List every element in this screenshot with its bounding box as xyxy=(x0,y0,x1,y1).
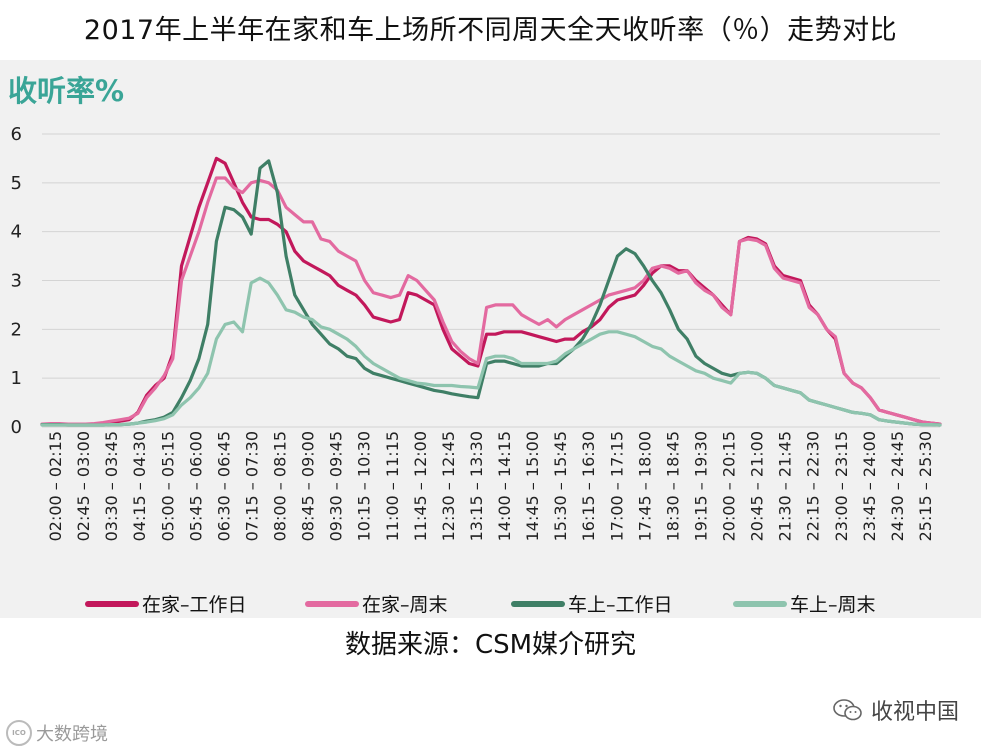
x-tick-label-20: 17:00 – 17:15 xyxy=(607,431,626,541)
x-tick-label-19: 16:15 – 16:30 xyxy=(579,431,598,541)
x-tick-label-23: 19:15 – 19:30 xyxy=(691,431,710,541)
watermark-left-text: 大数跨境 xyxy=(36,724,108,745)
watermark-right-text: 收视中国 xyxy=(870,700,959,725)
watermark-right: 收视中国 xyxy=(833,694,959,726)
series-line-0 xyxy=(40,156,942,427)
x-tick-label-21: 17:45 – 18:00 xyxy=(635,431,654,541)
y-tick-label-0: 0 xyxy=(11,417,22,438)
wechat-icon xyxy=(833,699,862,721)
chart-title: 2017年上半年在家和车上场所不同周天全天收听率（％）走势对比 xyxy=(83,15,898,46)
x-tick-label-6: 06:30 – 06:45 xyxy=(214,431,233,541)
series-line-1 xyxy=(40,176,942,426)
x-tick-label-16: 14:00 – 14:15 xyxy=(495,431,514,541)
y-tick-label-6: 6 xyxy=(11,124,22,145)
x-tick-label-11: 10:15 – 10:30 xyxy=(355,431,374,541)
y-tick-label-1: 1 xyxy=(11,368,22,389)
legend-label-3: 车上–周末 xyxy=(790,594,876,616)
x-tick-label-2: 03:30 – 03:45 xyxy=(102,431,121,541)
x-tick-label-22: 18:30 – 18:45 xyxy=(663,431,682,541)
x-tick-label-9: 08:45 – 09:00 xyxy=(299,431,318,541)
legend-label-0: 在家–工作日 xyxy=(142,594,247,616)
x-tick-label-4: 05:00 – 05:15 xyxy=(158,431,177,541)
series-line-3 xyxy=(40,276,942,427)
x-tick-label-3: 04:15 – 04:30 xyxy=(130,431,149,541)
x-tick-label-18: 15:30 – 15:45 xyxy=(551,431,570,541)
x-tick-label-8: 08:00 – 08:15 xyxy=(271,431,290,541)
x-tick-label-17: 14:45 – 15:00 xyxy=(523,431,542,541)
x-tick-label-1: 02:45 – 03:00 xyxy=(74,431,93,541)
x-tick-label-10: 09:30 – 09:45 xyxy=(327,431,346,541)
x-tick-label-14: 12:30 – 12:45 xyxy=(439,431,458,541)
x-tick-label-7: 07:15 – 07:30 xyxy=(242,431,261,541)
x-tick-label-28: 23:00 – 23:15 xyxy=(832,431,851,541)
y-tick-label-5: 5 xyxy=(11,173,22,194)
data-source: 数据来源：CSM媒介研究 xyxy=(344,630,637,660)
legend-label-2: 车上–工作日 xyxy=(568,594,673,616)
x-tick-label-13: 11:45 – 12:00 xyxy=(411,431,430,541)
x-tick-label-31: 25:15 – 25:30 xyxy=(916,431,935,541)
legend-label-1: 在家–周末 xyxy=(362,594,448,616)
y-axis-label: 收听率% xyxy=(8,74,125,108)
y-tick-label-3: 3 xyxy=(11,271,22,292)
chart-panel xyxy=(0,60,981,618)
x-tick-label-15: 13:15 – 13:30 xyxy=(467,431,486,541)
x-tick-label-30: 24:30 – 24:45 xyxy=(888,431,907,541)
x-tick-label-27: 22:15 – 22:30 xyxy=(804,431,823,541)
x-tick-label-0: 02:00 – 02:15 xyxy=(46,431,65,541)
x-tick-label-26: 21:30 – 21:45 xyxy=(776,431,795,541)
x-tick-label-25: 20:45 – 21:00 xyxy=(748,431,767,541)
x-tick-label-5: 05:45 – 06:00 xyxy=(186,431,205,541)
y-tick-label-4: 4 xyxy=(11,222,22,243)
watermark-left: ICO 大数跨境 xyxy=(6,720,108,746)
x-tick-label-12: 11:00 – 11:15 xyxy=(383,431,402,541)
x-tick-label-29: 23:45 – 24:00 xyxy=(860,431,879,541)
y-tick-label-2: 2 xyxy=(11,319,22,340)
watermark-logo-icon: ICO xyxy=(6,720,32,746)
x-tick-label-24: 20:00 – 20:15 xyxy=(720,431,739,541)
